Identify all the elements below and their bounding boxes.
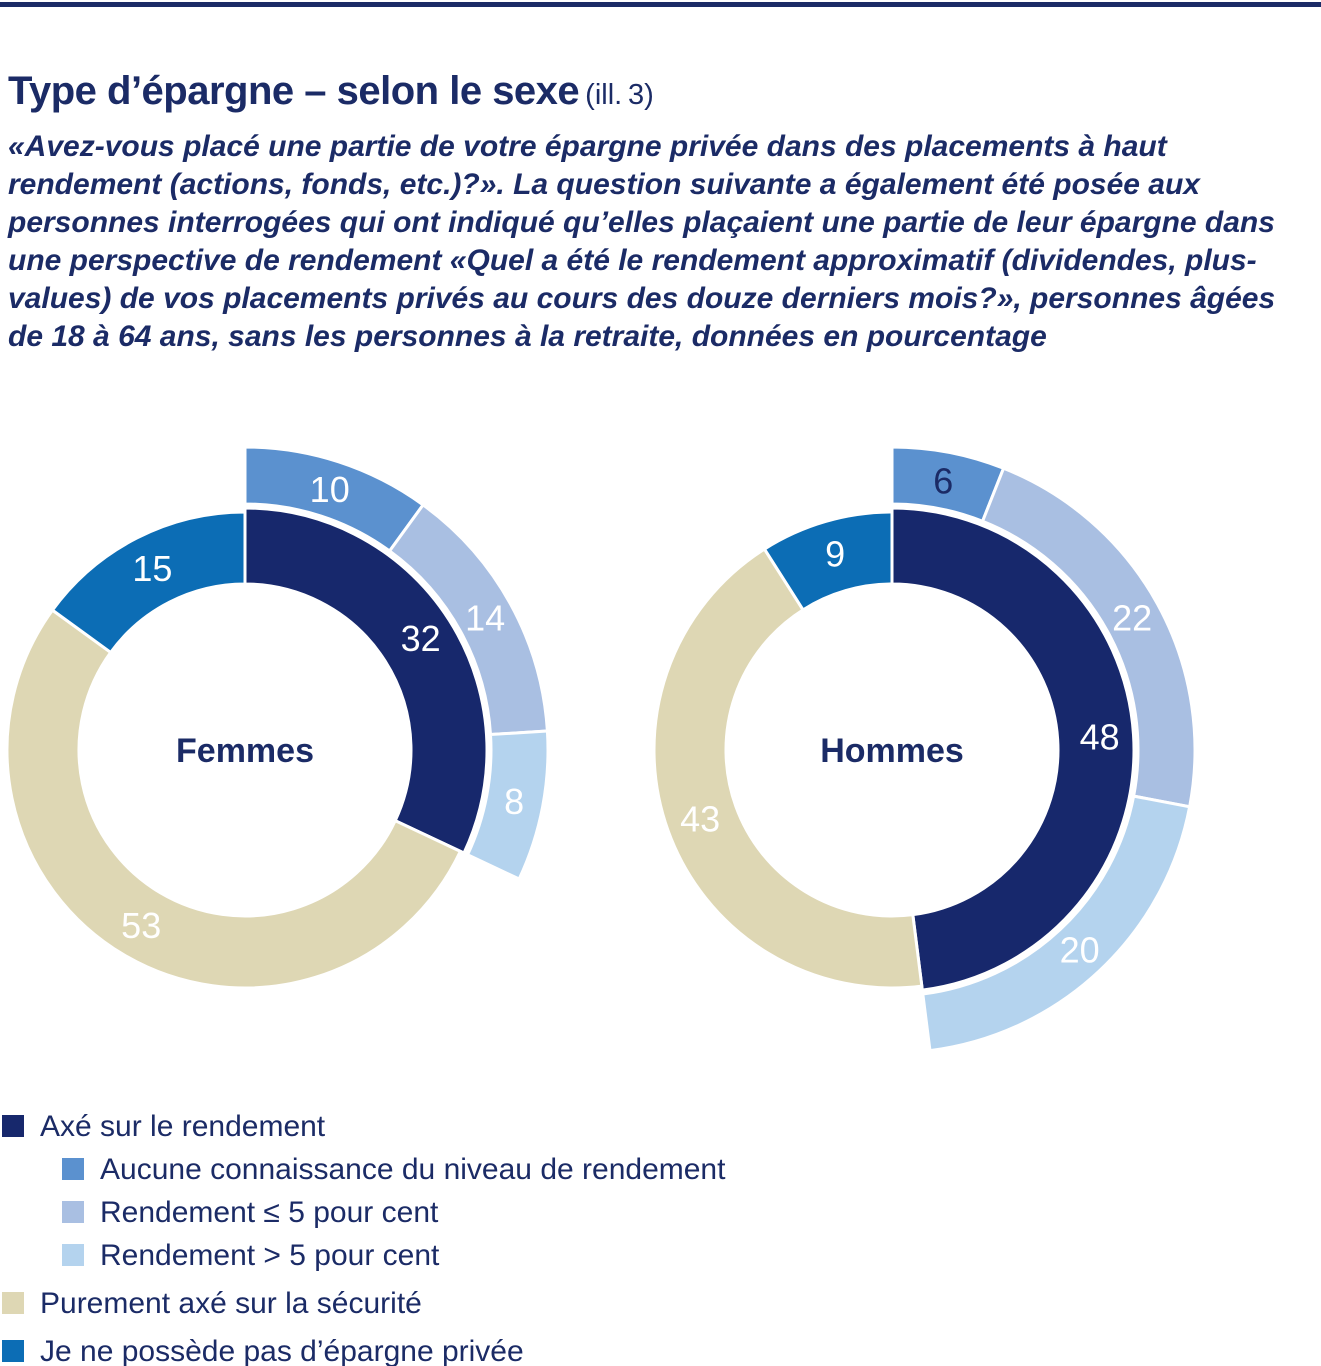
legend-label: Rendement ≤ 5 pour cent <box>100 1196 439 1229</box>
donut-hommes-segment-purement-axe-sur-la-securite <box>652 546 924 990</box>
detail-segment-value-label: 6 <box>933 461 953 502</box>
legend-label: Rendement > 5 pour cent <box>100 1239 440 1272</box>
donut-femmes-segment-purement-axe-sur-la-securite <box>5 608 463 990</box>
segment-value-label: 9 <box>825 534 845 575</box>
legend-item-axe-rendement: Axé sur le rendement <box>2 1112 902 1142</box>
legend-item-securite: Purement axé sur la sécurité <box>2 1289 902 1319</box>
figure-description: «Avez-vous placé une partie de votre épa… <box>8 130 1276 353</box>
legend-swatch-bright-blue <box>2 1340 24 1362</box>
donut-hommes-segment-je-ne-possede-pas-d-epargne-privee <box>762 510 894 612</box>
donut-hommes-detail-segment-rendement-5-pour-cent <box>921 794 1192 1053</box>
legend-item-rendement-le-5: Rendement ≤ 5 pour cent <box>2 1198 902 1228</box>
segment-value-label: 48 <box>1080 717 1120 758</box>
detail-segment-value-label: 14 <box>465 598 505 639</box>
legend-swatch-medium-blue <box>62 1158 84 1180</box>
donut-center-label-hommes: Hommes <box>820 732 964 770</box>
donut-femmes-segment-axe-sur-le-rendement <box>243 506 489 856</box>
donut-femmes-segment-je-ne-possede-pas-d-epargne-privee <box>50 510 247 655</box>
legend-label: Axé sur le rendement <box>40 1110 326 1143</box>
legend-item-aucune-connaissance: Aucune connaissance du niveau de rendeme… <box>2 1155 902 1185</box>
legend-swatch-beige <box>2 1292 24 1314</box>
figure-number: (ill. 3) <box>585 78 654 111</box>
donut-femmes-detail-segment-rendement-5-pour-cent <box>465 729 550 882</box>
legend-label: Je ne possède pas d’épargne privée <box>40 1335 524 1366</box>
legend-label: Purement axé sur la sécurité <box>40 1287 422 1320</box>
legend-item-rendement-gt-5: Rendement > 5 pour cent <box>2 1241 902 1271</box>
legend-swatch-periwinkle <box>62 1201 84 1223</box>
legend-swatch-navy <box>2 1115 24 1137</box>
segment-value-label: 15 <box>132 548 172 589</box>
segment-value-label: 43 <box>680 799 720 840</box>
donut-center-label-femmes: Femmes <box>176 732 314 770</box>
donut-charts: 32 53 15 10 14 8 Femmes 48 43 9 6 22 20 Hommes <box>5 445 1197 1053</box>
segment-value-label: 53 <box>121 905 161 946</box>
page-title-text: Type d’épargne – selon le sexe <box>8 68 580 113</box>
detail-segment-value-label: 20 <box>1060 929 1100 970</box>
top-rule <box>0 2 1321 7</box>
detail-segment-value-label: 8 <box>504 781 524 822</box>
detail-segment-value-label: 22 <box>1112 598 1152 639</box>
detail-segment-value-label: 10 <box>310 469 350 510</box>
legend-swatch-light-blue <box>62 1244 84 1266</box>
chart-legend: Axé sur le rendement Aucune connaissance… <box>2 1112 902 1366</box>
legend-label: Aucune connaissance du niveau de rendeme… <box>100 1153 726 1186</box>
segment-value-label: 32 <box>401 618 441 659</box>
page-title: Type d’épargne – selon le sexe (ill. 3) <box>8 69 654 114</box>
legend-item-pas-epargne: Je ne possède pas d’épargne privée <box>2 1337 902 1366</box>
donut-hommes-segment-axe-sur-le-rendement <box>890 506 1136 992</box>
